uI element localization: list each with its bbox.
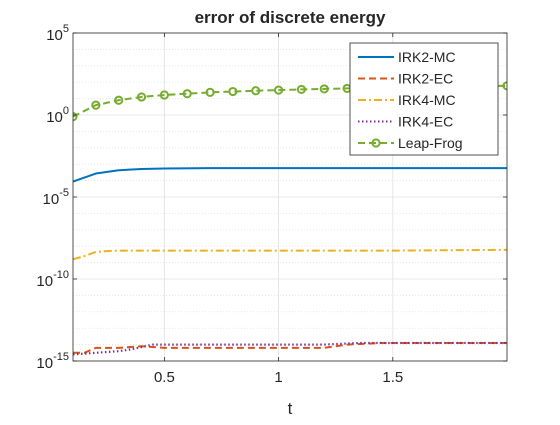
- y-tick-exponent: -5: [59, 187, 69, 199]
- data-point-leap-frog: [251, 86, 261, 96]
- y-tick-base: 10: [46, 27, 63, 44]
- legend: IRK2-MC IRK2-EC IRK4-MC IRK4-EC Leap-Frog: [349, 42, 499, 156]
- y-tick-exponent: 0: [63, 105, 69, 117]
- data-point-leap-frog: [159, 90, 169, 100]
- series-line-irk4-mc: [73, 248, 507, 261]
- legend-label-irk2-mc: IRK2-MC: [398, 49, 456, 65]
- series-irk2-mc: [73, 167, 507, 183]
- y-tick-base: 10: [36, 355, 53, 372]
- y-tick-exponent: 5: [63, 23, 69, 35]
- legend-item-irk4-mc: IRK4-MC: [358, 92, 456, 108]
- y-tick-label: 10-10: [36, 269, 69, 290]
- data-point-leap-frog: [136, 92, 147, 102]
- data-point-leap-frog: [182, 89, 192, 99]
- legend-label-irk2-ec: IRK2-EC: [398, 71, 453, 87]
- data-point-leap-frog: [296, 84, 307, 95]
- data-point-leap-frog: [205, 87, 215, 97]
- legend-label-irk4-mc: IRK4-MC: [398, 92, 456, 108]
- y-tick-base: 10: [36, 273, 53, 290]
- y-tick-base: 10: [46, 109, 63, 126]
- chart-title: error of discrete energy: [195, 8, 386, 27]
- y-tick-label: 100: [46, 105, 69, 126]
- x-tick-label: 1: [274, 369, 282, 386]
- data-point-leap-frog: [273, 85, 284, 95]
- legend-label-irk4-ec: IRK4-EC: [398, 114, 453, 130]
- legend-item-leap-frog: Leap-Frog: [358, 135, 463, 151]
- y-tick-label: 10-15: [36, 351, 69, 372]
- data-point-leap-frog: [114, 95, 124, 105]
- data-point-leap-frog: [228, 86, 238, 97]
- y-tick-exponent: -10: [53, 269, 69, 281]
- y-tick-label: 10-5: [43, 187, 69, 208]
- legend-label-leap-frog: Leap-Frog: [398, 135, 463, 151]
- data-point-leap-frog: [91, 100, 101, 110]
- y-tick-exponent: -15: [53, 351, 69, 363]
- y-tick-base: 10: [43, 191, 60, 208]
- legend-item-irk2-ec: IRK2-EC: [358, 71, 453, 87]
- series-line-irk2-mc: [73, 167, 507, 183]
- legend-marker-leap-frog: [371, 138, 381, 148]
- x-axis-label: t: [288, 399, 293, 418]
- x-tick-label: 0.5: [154, 369, 175, 386]
- legend-item-irk4-ec: IRK4-EC: [358, 114, 453, 130]
- y-tick-label: 105: [46, 23, 69, 44]
- x-tick-label: 1.5: [382, 369, 403, 386]
- legend-item-irk2-mc: IRK2-MC: [358, 49, 456, 65]
- data-point-leap-frog: [319, 84, 329, 94]
- series-irk4-mc: [73, 248, 507, 261]
